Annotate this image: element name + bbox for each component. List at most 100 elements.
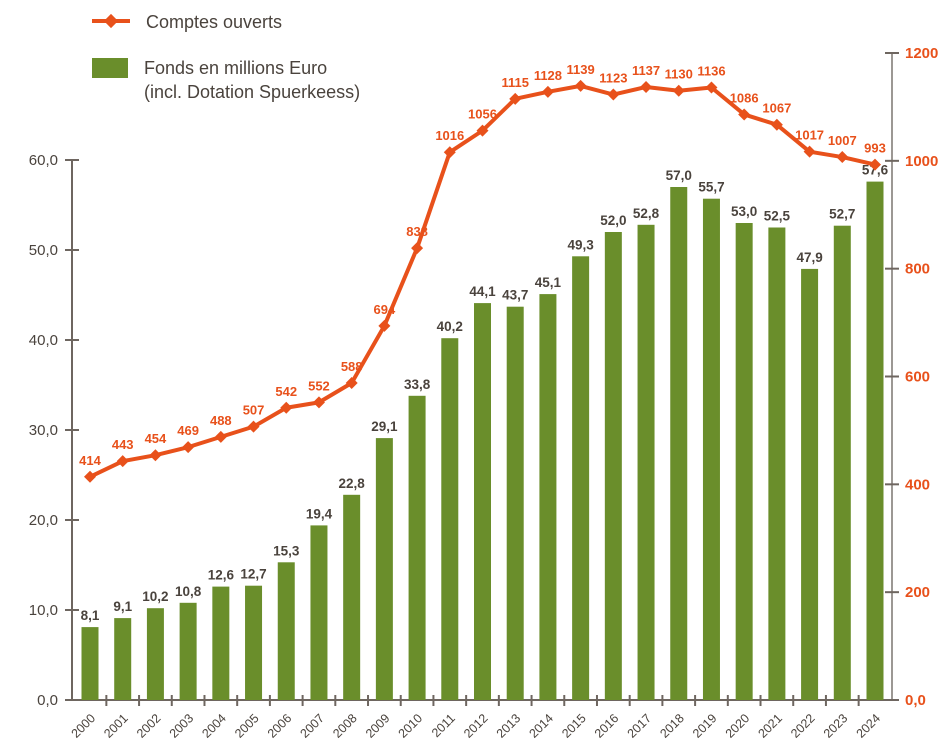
line-point-2013 — [509, 92, 522, 105]
bar-value-label-2001: 9,1 — [113, 599, 132, 614]
bar-value-label-2002: 10,2 — [142, 589, 168, 604]
bar-2009 — [375, 438, 393, 700]
line-point-2020 — [738, 108, 751, 121]
line-point-2006 — [280, 401, 293, 414]
bar-2016 — [604, 232, 622, 700]
bar-2013 — [506, 306, 524, 700]
line-value-label-2015: 1139 — [567, 62, 595, 77]
legend-label-bar-series: Fonds en millions Euro (incl. Dotation S… — [144, 56, 360, 104]
bar-value-label-2011: 40,2 — [437, 319, 463, 334]
bar-2006 — [277, 562, 295, 700]
line-point-2016 — [607, 88, 620, 101]
legend-item-fonds: Fonds en millions Euro (incl. Dotation S… — [92, 56, 360, 104]
x-tick-label-2023: 2023 — [821, 711, 851, 741]
x-tick-label-2016: 2016 — [592, 711, 622, 741]
bar-2003 — [179, 602, 197, 700]
x-tick-label-2000: 2000 — [69, 711, 99, 741]
right-axis-tick-label: 1000 — [905, 153, 938, 170]
bar-2017 — [637, 224, 655, 701]
line-point-2000 — [84, 470, 96, 483]
left-axis-tick-label: 60,0 — [29, 152, 58, 169]
left-axis-tick-label: 10,0 — [29, 602, 58, 619]
line-value-label-2024: 993 — [864, 141, 886, 156]
x-tick-label-2013: 2013 — [494, 711, 524, 741]
x-tick-label-2007: 2007 — [298, 711, 328, 741]
left-axis-tick-label: 20,0 — [29, 512, 58, 529]
bar-2021 — [768, 227, 786, 700]
x-tick-label-2021: 2021 — [755, 711, 785, 741]
line-value-label-2008: 588 — [341, 359, 363, 374]
x-tick-label-2017: 2017 — [625, 711, 655, 741]
line-value-label-2020: 1086 — [730, 90, 759, 105]
line-point-2003 — [182, 441, 195, 454]
x-tick-label-2004: 2004 — [199, 711, 229, 741]
right-axis-tick-label: 400 — [905, 476, 930, 493]
bar-2010 — [408, 395, 426, 700]
x-tick-label-2022: 2022 — [788, 711, 818, 741]
left-axis-tick-label: 40,0 — [29, 332, 58, 349]
x-tick-label-2010: 2010 — [396, 711, 426, 741]
bar-value-label-2023: 52,7 — [829, 207, 855, 222]
right-axis-tick-label: 1200 — [905, 45, 938, 62]
bar-2007 — [310, 525, 328, 700]
line-value-label-2004: 488 — [210, 413, 232, 428]
right-axis-tick-label: 0,0 — [905, 692, 926, 709]
left-axis-tick-label: 0,0 — [37, 692, 58, 709]
bar-2015 — [572, 256, 590, 700]
line-value-label-2011: 1016 — [435, 128, 464, 143]
line-point-2015 — [574, 79, 587, 92]
bar-value-label-2008: 22,8 — [339, 476, 366, 491]
line-value-label-2002: 454 — [145, 431, 167, 446]
line-value-label-2001: 443 — [112, 437, 134, 452]
line-value-label-2019: 1136 — [697, 64, 725, 79]
x-tick-label-2018: 2018 — [657, 711, 687, 741]
bar-value-label-2007: 19,4 — [306, 506, 333, 521]
right-axis-tick-label: 600 — [905, 369, 930, 386]
x-tick-label-2009: 2009 — [363, 711, 393, 741]
legend-label-bar-line1: Fonds en millions Euro — [144, 58, 328, 78]
legend-item-comptes-ouverts: Comptes ouverts — [92, 10, 360, 34]
line-value-label-2010: 838 — [406, 224, 428, 239]
x-tick-label-2006: 2006 — [265, 711, 295, 741]
x-tick-label-2001: 2001 — [101, 711, 131, 741]
bar-value-label-2019: 55,7 — [698, 180, 724, 195]
bar-value-label-2004: 12,6 — [208, 568, 235, 583]
x-tick-label-2014: 2014 — [526, 711, 556, 741]
bar-2019 — [702, 198, 720, 700]
bar-value-label-2013: 43,7 — [502, 288, 528, 303]
bar-2004 — [212, 586, 230, 700]
line-point-2022 — [803, 145, 816, 158]
bar-value-label-2000: 8,1 — [81, 608, 100, 623]
line-point-2023 — [836, 151, 849, 164]
x-tick-label-2024: 2024 — [854, 711, 884, 741]
x-tick-label-2003: 2003 — [167, 711, 197, 741]
line-value-label-2013: 1115 — [501, 75, 529, 90]
bar-value-label-2010: 33,8 — [404, 377, 431, 392]
bar-value-label-2018: 57,0 — [666, 168, 692, 183]
line-value-label-2005: 507 — [243, 403, 265, 418]
line-point-2019 — [705, 81, 718, 94]
line-point-2004 — [214, 430, 227, 443]
legend: Comptes ouverts Fonds en millions Euro (… — [92, 10, 360, 126]
bar-2020 — [735, 223, 753, 700]
bar-value-label-2021: 52,5 — [764, 209, 791, 224]
x-tick-label-2005: 2005 — [232, 711, 262, 741]
diamond-marker-icon — [103, 13, 119, 29]
line-point-2009 — [378, 319, 391, 332]
line-value-label-2009: 694 — [374, 302, 396, 317]
x-tick-label-2002: 2002 — [134, 711, 164, 741]
bar-value-label-2020: 53,0 — [731, 204, 757, 219]
bar-2005 — [245, 585, 263, 700]
bar-2014 — [539, 294, 557, 700]
line-value-label-2000: 414 — [79, 453, 101, 468]
bar-2008 — [343, 494, 361, 700]
line-value-label-2018: 1130 — [665, 67, 693, 82]
bar-value-label-2006: 15,3 — [273, 543, 300, 558]
legend-label-bar-line2: (incl. Dotation Spuerkeess) — [144, 82, 361, 102]
bar-2001 — [114, 618, 132, 700]
bar-2002 — [146, 608, 164, 700]
line-value-label-2007: 552 — [308, 378, 330, 393]
bar-2018 — [670, 187, 688, 700]
